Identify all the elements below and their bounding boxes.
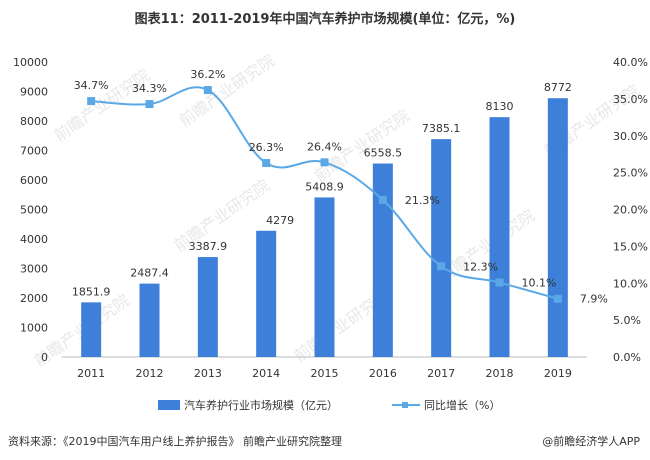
y-left-tick-label: 10000 [13, 56, 48, 69]
x-tick-label: 2013 [194, 367, 222, 380]
y-right-tick-label: 15.0% [613, 240, 648, 253]
y-left-tick-label: 6000 [20, 174, 48, 187]
y-left-tick-label: 9000 [20, 86, 48, 99]
x-tick-label: 2012 [136, 367, 164, 380]
legend-swatch-bar [158, 400, 180, 410]
bar [372, 163, 393, 357]
bar-data-label: 4279 [266, 214, 294, 227]
y-right-tick-label: 35.0% [613, 93, 648, 106]
y-right-tick-label: 30.0% [613, 130, 648, 143]
y-left-tick-label: 2000 [20, 292, 48, 305]
footer-credit: @前瞻经济学人APP [542, 435, 640, 448]
x-tick-label: 2015 [311, 367, 339, 380]
bar-data-label: 1851.9 [72, 285, 111, 298]
growth-marker [262, 159, 271, 168]
bar-data-label: 2487.4 [130, 267, 169, 280]
source-note: 资料来源：《2019中国汽车用户线上养护报告》 前瞻产业研究院整理 [8, 435, 342, 448]
line-data-label: 10.1% [522, 277, 557, 290]
bar [81, 302, 102, 357]
y-left-tick-label: 5000 [20, 204, 48, 217]
growth-marker [553, 294, 562, 303]
line-data-label: 26.4% [307, 140, 342, 153]
bar [431, 139, 452, 357]
growth-marker [320, 158, 329, 167]
bar-data-label: 6558.5 [364, 147, 403, 160]
y-left-tick-label: 1000 [20, 322, 48, 335]
legend-label-line: 同比增长（%） [424, 398, 500, 412]
line-data-label: 21.3% [405, 194, 440, 207]
line-data-label: 36.2% [190, 68, 225, 81]
legend-marker-line [402, 402, 408, 408]
watermark: 前瞻产业研究院 [51, 66, 154, 146]
chart-title: 图表11：2011-2019年中国汽车养护市场规模(单位：亿元，%) [134, 12, 516, 27]
growth-marker [203, 86, 212, 95]
line-data-label: 34.3% [132, 82, 167, 95]
y-left-tick-label: 0 [41, 351, 48, 364]
x-tick-label: 2014 [252, 367, 280, 380]
growth-marker [378, 195, 387, 204]
y-right-tick-label: 5.0% [613, 314, 641, 327]
legend-label-bar: 汽车养护行业市场规模（亿元） [184, 398, 338, 412]
bar-data-label: 5408.9 [305, 180, 344, 193]
x-tick-label: 2018 [486, 367, 514, 380]
x-tick-label: 2011 [77, 367, 105, 380]
y-left-tick-label: 3000 [20, 263, 48, 276]
growth-marker [437, 262, 446, 271]
line-data-label: 34.7% [74, 79, 109, 92]
bar-data-label: 8772 [544, 81, 572, 94]
bar [256, 230, 277, 357]
bar-data-label: 8130 [486, 100, 514, 113]
line-data-label: 26.3% [249, 141, 284, 154]
y-left-tick-label: 7000 [20, 145, 48, 158]
y-right-tick-label: 25.0% [613, 167, 648, 180]
bar [489, 117, 510, 357]
bar [314, 197, 335, 357]
y-right-tick-label: 20.0% [613, 204, 648, 217]
bar [197, 257, 218, 357]
y-left-tick-label: 8000 [20, 115, 48, 128]
x-tick-label: 2016 [369, 367, 397, 380]
growth-marker [145, 100, 154, 109]
bar-data-label: 7385.1 [422, 122, 461, 135]
growth-marker [87, 97, 96, 106]
y-right-tick-label: 10.0% [613, 277, 648, 290]
growth-marker [495, 278, 504, 287]
x-tick-label: 2017 [427, 367, 455, 380]
x-tick-label: 2019 [544, 367, 572, 380]
bar-data-label: 3387.9 [189, 240, 228, 253]
bar [139, 283, 160, 357]
line-data-label: 12.3% [463, 260, 498, 273]
watermark: 前瞻产业研究院 [176, 51, 279, 131]
bar [547, 98, 568, 357]
y-left-tick-label: 4000 [20, 233, 48, 246]
line-data-label: 7.9% [580, 293, 608, 306]
y-right-tick-label: 0.0% [613, 351, 641, 364]
y-right-tick-label: 40.0% [613, 56, 648, 69]
